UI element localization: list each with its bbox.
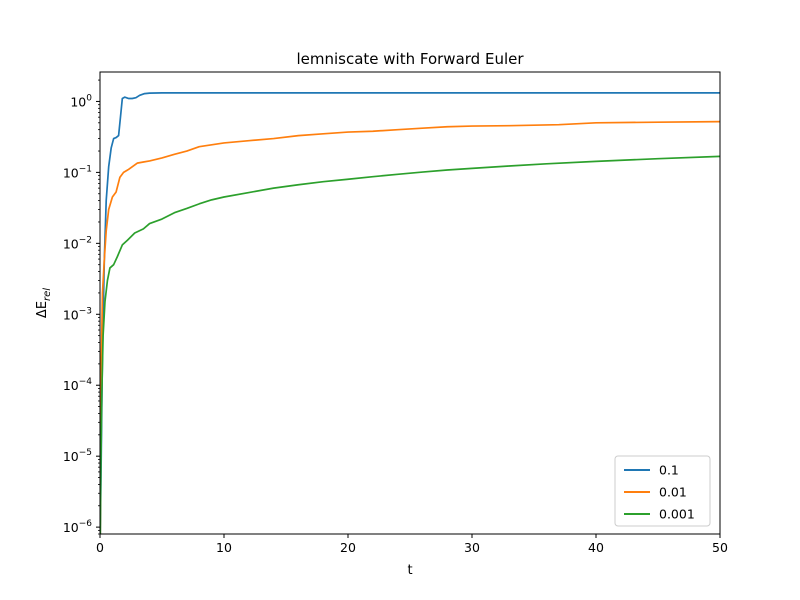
x-tick-label-2: 20 bbox=[340, 540, 356, 555]
axes-layer: 0 10 20 30 40 50 10−6 10−5 10−4 10−3 10−2 10−1 100 bbox=[63, 71, 728, 555]
y-tick-label-1: 10−5 bbox=[63, 448, 92, 464]
series-line-0 bbox=[100, 92, 720, 534]
x-tick-label-5: 50 bbox=[712, 540, 728, 555]
y-tick-label-6: 100 bbox=[70, 93, 92, 109]
x-tick-label-3: 30 bbox=[464, 540, 480, 555]
y-axis-label-main: ΔE bbox=[35, 301, 50, 318]
chart-title: lemniscate with Forward Euler bbox=[296, 50, 524, 68]
x-tick-label-1: 10 bbox=[216, 540, 232, 555]
legend-label-1: 0.01 bbox=[659, 485, 687, 500]
series-layer bbox=[100, 92, 720, 534]
y-tick-label-0: 10−6 bbox=[63, 519, 92, 535]
series-line-1 bbox=[100, 120, 720, 534]
series-line-2 bbox=[100, 155, 720, 534]
y-tick-label-4: 10−2 bbox=[63, 235, 92, 251]
x-axis-label: t bbox=[407, 563, 412, 578]
y-tick-label-3: 10−3 bbox=[63, 306, 92, 322]
y-axis-label-subscript: rel bbox=[42, 288, 53, 301]
legend: 0.1 0.01 0.001 bbox=[614, 455, 711, 527]
legend-label-2: 0.001 bbox=[659, 507, 695, 522]
y-tick-label-2: 10−4 bbox=[63, 377, 92, 393]
legend-box bbox=[614, 455, 711, 527]
y-axis-label: ΔErel bbox=[35, 288, 53, 318]
x-tick-label-4: 40 bbox=[588, 540, 604, 555]
x-tick-label-0: 0 bbox=[96, 540, 104, 555]
y-tick-label-5: 10−1 bbox=[63, 164, 92, 180]
legend-label-0: 0.1 bbox=[659, 463, 679, 478]
axes-frame bbox=[99, 71, 721, 535]
